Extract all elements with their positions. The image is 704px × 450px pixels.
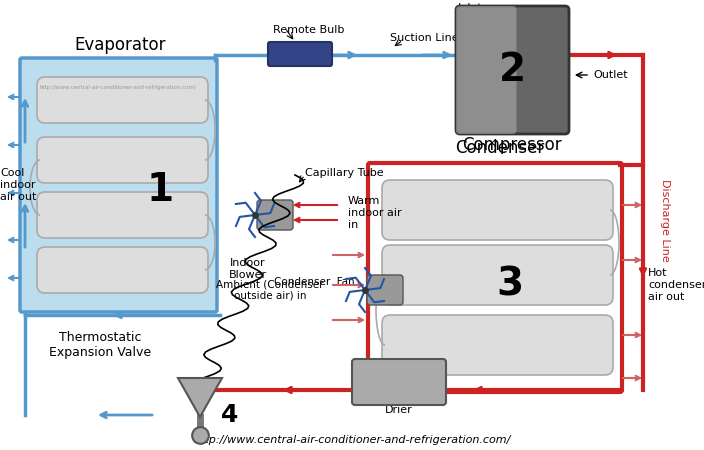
FancyBboxPatch shape [368,163,622,392]
FancyBboxPatch shape [382,245,613,305]
FancyBboxPatch shape [456,6,517,134]
Text: Capillary Tube: Capillary Tube [305,168,384,178]
Text: Cool
indoor
air out: Cool indoor air out [0,168,37,202]
Text: Warm
indoor air
in: Warm indoor air in [348,196,401,230]
Text: http://www.central-air-conditioner-and-refrigeration.com/: http://www.central-air-conditioner-and-r… [39,86,196,90]
FancyBboxPatch shape [382,180,613,240]
FancyBboxPatch shape [456,6,569,134]
Text: Discharge Line: Discharge Line [660,179,670,261]
Text: 2: 2 [498,51,526,89]
Text: Hot
condenser
air out: Hot condenser air out [648,268,704,302]
Text: Compressor: Compressor [463,136,562,154]
Text: Condenser: Condenser [455,139,545,157]
Text: http://www.central-air-conditioner-and-refrigeration.com/: http://www.central-air-conditioner-and-r… [194,435,510,445]
FancyBboxPatch shape [37,137,208,183]
FancyBboxPatch shape [382,315,613,375]
Text: 1: 1 [146,171,174,209]
FancyBboxPatch shape [367,275,403,305]
FancyBboxPatch shape [268,42,332,66]
Text: Inlet: Inlet [458,3,482,13]
Polygon shape [178,378,222,417]
Text: Outlet: Outlet [593,70,628,80]
Text: Suction Line: Suction Line [390,33,458,43]
FancyBboxPatch shape [37,192,208,238]
FancyBboxPatch shape [257,200,293,230]
FancyBboxPatch shape [352,359,446,405]
FancyBboxPatch shape [37,77,208,123]
Text: Thermostatic
Expansion Valve: Thermostatic Expansion Valve [49,331,151,359]
Text: Indoor
Blower: Indoor Blower [229,258,267,279]
Text: Evaporator: Evaporator [74,36,165,54]
Text: 3: 3 [496,266,524,304]
Text: Ambient (Condenser
outside air) in: Ambient (Condenser outside air) in [216,279,324,301]
Text: 4: 4 [221,403,239,427]
Text: Condenser  Fan: Condenser Fan [275,277,355,287]
Text: Drier: Drier [385,405,413,415]
Text: Remote Bulb: Remote Bulb [273,25,344,35]
FancyBboxPatch shape [37,247,208,293]
FancyBboxPatch shape [20,58,217,312]
